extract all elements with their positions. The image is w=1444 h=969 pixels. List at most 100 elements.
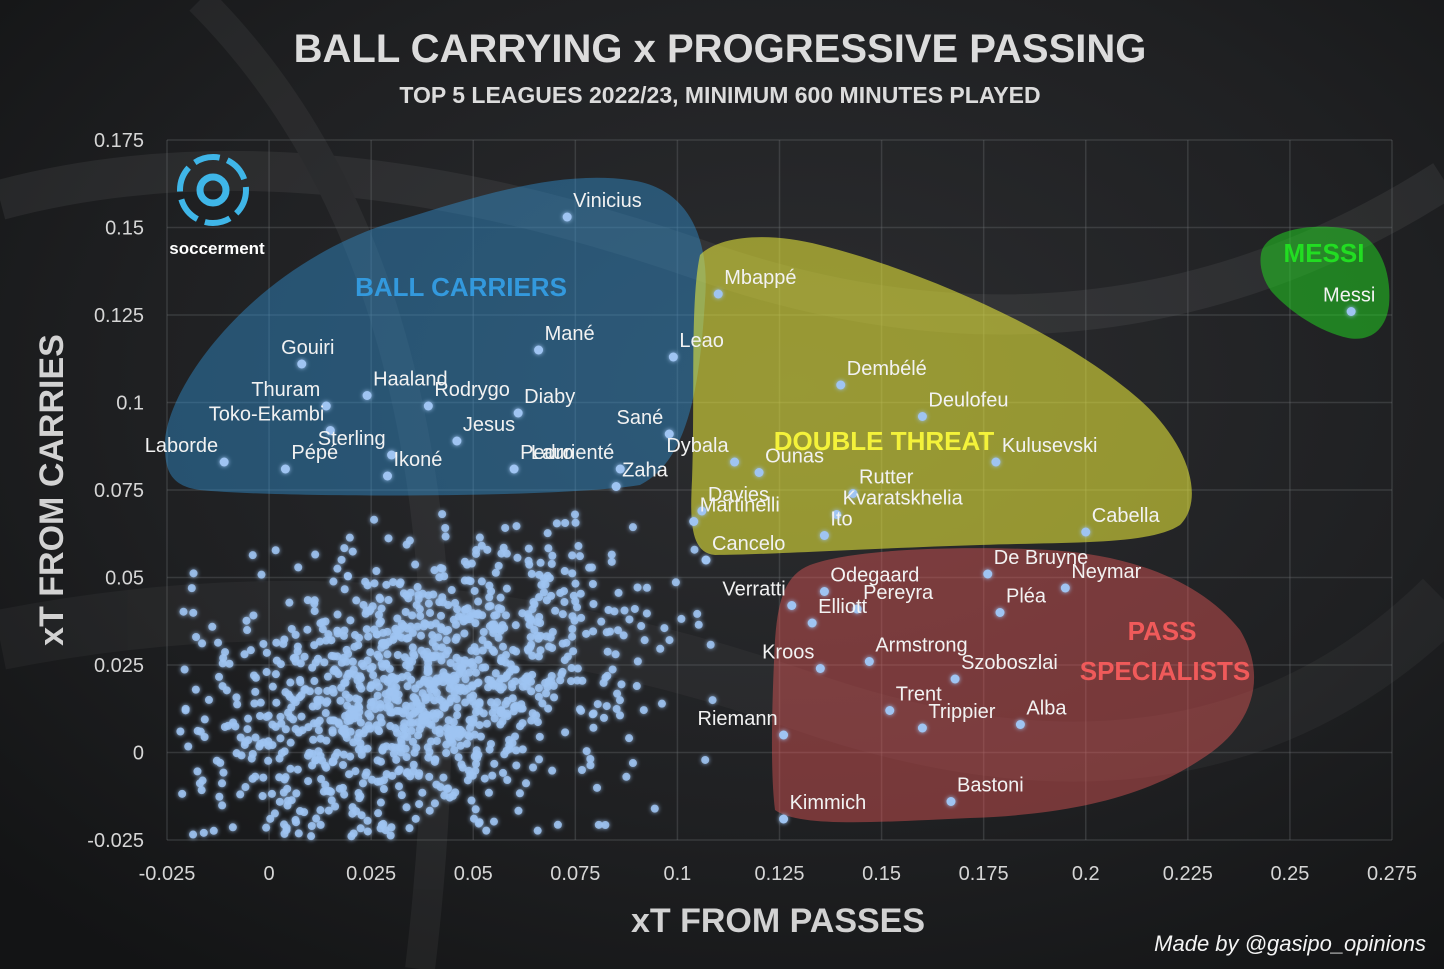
data-point — [511, 621, 520, 630]
data-point — [346, 752, 355, 761]
data-point — [500, 750, 509, 759]
data-point — [388, 708, 397, 717]
data-point — [275, 797, 284, 806]
data-point — [406, 622, 415, 631]
data-point — [509, 646, 518, 655]
data-point — [536, 646, 545, 655]
data-point — [573, 664, 582, 673]
data-point — [179, 607, 188, 616]
player-label: Martinelli — [700, 495, 780, 517]
data-point — [535, 732, 544, 741]
data-point — [491, 669, 500, 678]
data-point — [505, 741, 514, 750]
y-tick-label: 0.025 — [94, 655, 144, 677]
data-point — [376, 757, 385, 766]
data-point — [280, 820, 289, 829]
data-point — [370, 579, 379, 588]
data-point — [438, 593, 447, 602]
data-point — [178, 789, 187, 798]
data-point — [354, 633, 363, 642]
data-point — [251, 687, 260, 696]
data-point — [441, 523, 450, 532]
data-point — [432, 736, 441, 745]
data-point — [388, 771, 397, 780]
data-point — [490, 759, 499, 768]
group-label: PASS — [1128, 616, 1197, 646]
data-point — [381, 641, 390, 650]
data-point — [405, 824, 414, 833]
data-point — [529, 597, 538, 606]
data-point — [470, 730, 479, 739]
player-point — [325, 426, 335, 435]
data-point — [414, 594, 423, 603]
data-point — [248, 551, 257, 560]
data-point — [430, 566, 439, 575]
data-point — [494, 561, 503, 570]
data-point — [248, 774, 257, 783]
data-point — [354, 745, 363, 754]
data-point — [268, 720, 277, 729]
data-point — [447, 586, 456, 595]
data-point — [191, 685, 200, 694]
data-point — [331, 802, 340, 811]
data-point — [393, 696, 402, 705]
data-point — [527, 677, 536, 686]
data-point — [454, 753, 463, 762]
data-point — [426, 608, 435, 617]
data-point — [568, 632, 577, 641]
data-point — [547, 559, 556, 568]
data-point — [418, 788, 427, 797]
data-point — [449, 682, 458, 691]
y-tick-label: 0.175 — [94, 130, 144, 152]
data-point — [560, 597, 569, 606]
data-point — [396, 578, 405, 587]
data-point — [280, 747, 289, 756]
data-point — [512, 746, 521, 755]
data-point — [615, 696, 624, 705]
data-point — [484, 788, 493, 797]
player-label: Rodrygo — [434, 379, 510, 401]
soccerment-ball-icon — [177, 154, 249, 226]
data-point — [323, 672, 332, 681]
data-point — [690, 545, 699, 554]
data-point — [376, 595, 385, 604]
data-point — [219, 654, 228, 663]
data-point — [363, 827, 372, 836]
data-point — [404, 594, 413, 603]
data-point — [567, 677, 576, 686]
data-point — [367, 681, 376, 690]
data-point — [333, 610, 342, 619]
data-point — [338, 783, 347, 792]
data-point — [281, 725, 290, 734]
data-point — [276, 734, 285, 743]
data-point — [440, 703, 449, 712]
data-point — [694, 620, 703, 629]
data-point — [400, 653, 409, 662]
player-label: Neymar — [1071, 561, 1141, 583]
data-point — [363, 744, 372, 753]
data-point — [389, 578, 398, 587]
player-label: Pedro — [520, 442, 573, 464]
player-label: Jesus — [463, 414, 515, 436]
data-point — [246, 646, 255, 655]
data-point — [308, 761, 317, 770]
data-point — [487, 698, 496, 707]
data-point — [363, 581, 372, 590]
data-point — [400, 719, 409, 728]
data-point — [437, 643, 446, 652]
data-point — [198, 639, 207, 648]
player-point — [819, 531, 829, 540]
group-label: SPECIALISTS — [1080, 656, 1250, 686]
data-point — [192, 632, 201, 641]
data-point — [593, 783, 602, 792]
data-point — [435, 710, 444, 719]
data-point — [214, 638, 223, 647]
data-point — [354, 641, 363, 650]
data-point — [456, 730, 465, 739]
data-point — [262, 668, 271, 677]
player-point — [787, 601, 797, 610]
data-points — [176, 212, 1356, 841]
x-tick-label: 0.275 — [1367, 863, 1417, 885]
data-point — [338, 727, 347, 736]
data-point — [530, 625, 539, 634]
